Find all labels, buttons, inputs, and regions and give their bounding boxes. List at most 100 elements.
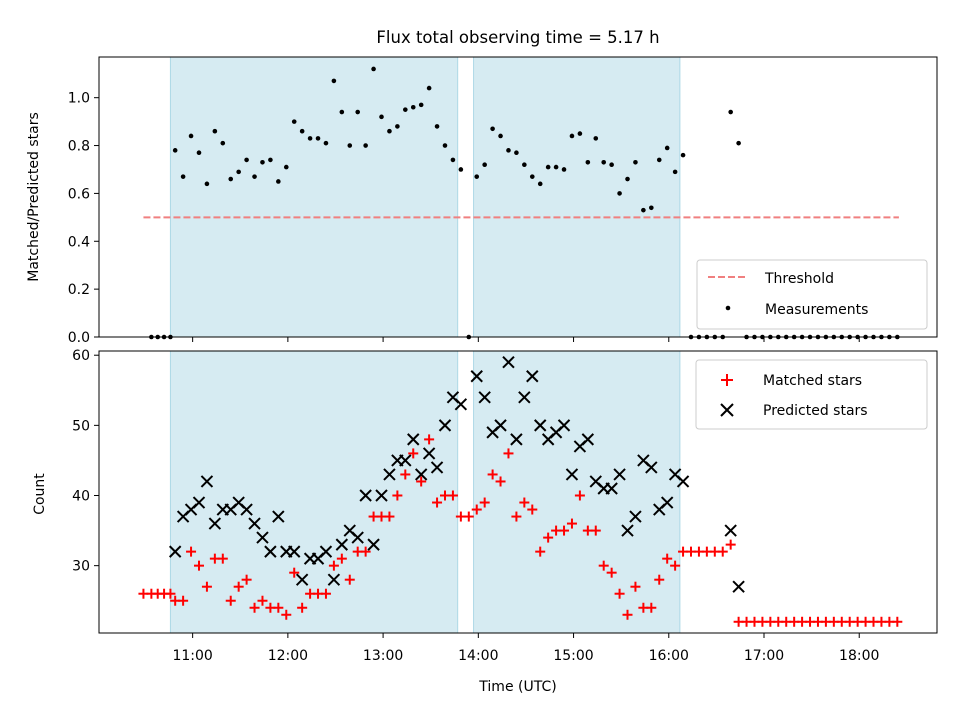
top-x-ticks bbox=[192, 337, 860, 342]
matched-star-point bbox=[424, 434, 435, 445]
legend-measurements-swatch bbox=[725, 305, 731, 311]
measurement-point bbox=[212, 128, 218, 134]
bottom-legend: Matched stars Predicted stars bbox=[695, 359, 928, 430]
y-tick-label: 0.4 bbox=[68, 234, 90, 250]
measurement-point bbox=[236, 169, 241, 175]
matched-star-point bbox=[662, 553, 673, 564]
predicted-star-point bbox=[399, 454, 412, 467]
matched-star-point bbox=[559, 525, 570, 536]
measurement-point bbox=[537, 181, 543, 187]
predicted-star-point bbox=[430, 461, 444, 474]
matched-star-point bbox=[225, 595, 236, 606]
measurement-point bbox=[498, 133, 503, 139]
observing-window-1 bbox=[169, 350, 459, 634]
matched-star-point bbox=[566, 518, 577, 529]
measurement-point bbox=[371, 66, 376, 72]
measurement-point bbox=[418, 102, 424, 108]
measurement-point bbox=[403, 107, 408, 112]
matched-star-point bbox=[471, 504, 482, 515]
matched-star-point bbox=[479, 497, 490, 508]
measurement-point bbox=[728, 109, 733, 115]
measurement-point bbox=[307, 136, 313, 141]
y-tick-label: 0.8 bbox=[68, 139, 90, 155]
measurement-point bbox=[347, 143, 353, 148]
measurement-point bbox=[514, 150, 519, 156]
predicted-star-point bbox=[414, 468, 428, 481]
predicted-star-point bbox=[375, 489, 388, 502]
predicted-star-point bbox=[264, 545, 277, 558]
matched-star-point bbox=[630, 581, 641, 592]
matched-star-point bbox=[487, 469, 498, 480]
predicted-star-point bbox=[192, 496, 206, 509]
matched-star-point bbox=[463, 511, 474, 522]
matched-star-point bbox=[328, 560, 339, 571]
predicted-star-point bbox=[557, 419, 571, 432]
bottom-plot-frame bbox=[98, 350, 938, 634]
matched-star-point bbox=[646, 602, 657, 613]
measurement-point bbox=[315, 136, 321, 141]
x-tick-label: 15:00 bbox=[553, 648, 593, 664]
measurement-point bbox=[283, 164, 289, 170]
measurement-point bbox=[268, 157, 273, 163]
legend-matched-label: Matched stars bbox=[763, 373, 862, 389]
measurement-point bbox=[204, 181, 210, 187]
matched-star-point bbox=[416, 476, 427, 487]
measurement-point bbox=[252, 174, 257, 179]
x-tick-label: 16:00 bbox=[649, 648, 689, 664]
predicted-star-point bbox=[422, 447, 436, 460]
measurement-points bbox=[149, 66, 900, 340]
top-y-axis-label: Matched/Predicted stars bbox=[26, 112, 42, 282]
predicted-star-point bbox=[454, 398, 468, 411]
legend-predicted-swatch bbox=[720, 403, 734, 417]
matched-star-points bbox=[138, 434, 903, 627]
measurement-point bbox=[482, 162, 487, 167]
matched-star-point bbox=[186, 546, 197, 557]
measurement-point bbox=[387, 128, 392, 134]
matched-star-point bbox=[392, 490, 403, 501]
x-tick-label: 14:00 bbox=[458, 648, 498, 664]
measurement-point bbox=[172, 148, 178, 153]
measurement-point bbox=[490, 126, 495, 132]
measurement-point bbox=[649, 205, 654, 211]
measurement-point bbox=[736, 140, 741, 146]
matched-star-point bbox=[614, 588, 625, 599]
predicted-star-point bbox=[660, 496, 674, 509]
bottom-y-axis: 30 40 50 60 bbox=[72, 348, 99, 575]
measurement-point bbox=[593, 136, 599, 141]
y-tick-label: 60 bbox=[72, 348, 90, 364]
matched-star-point bbox=[590, 525, 601, 536]
predicted-star-point bbox=[351, 531, 364, 544]
measurement-point bbox=[220, 140, 226, 146]
x-tick-label: 12:00 bbox=[268, 648, 308, 664]
predicted-star-point bbox=[470, 370, 483, 383]
predicted-star-point bbox=[645, 461, 658, 474]
predicted-star-point bbox=[526, 370, 539, 383]
measurement-point bbox=[625, 176, 630, 182]
measurement-point bbox=[585, 159, 591, 165]
predicted-star-points bbox=[168, 356, 745, 593]
predicted-star-point bbox=[240, 503, 253, 516]
measurement-point bbox=[450, 157, 456, 163]
measurement-point bbox=[228, 176, 234, 182]
measurement-point bbox=[601, 159, 607, 165]
y-tick-label: 0.2 bbox=[68, 282, 90, 298]
measurement-point bbox=[672, 169, 678, 175]
matched-star-point bbox=[574, 490, 585, 501]
matched-star-point bbox=[408, 448, 419, 459]
predicted-star-point bbox=[359, 489, 372, 502]
measurement-point bbox=[474, 174, 480, 179]
matched-star-point bbox=[257, 595, 268, 606]
predicted-star-point bbox=[248, 517, 261, 530]
y-tick-label: 1.0 bbox=[68, 91, 90, 107]
matched-star-point bbox=[217, 553, 228, 564]
measurement-point bbox=[339, 109, 345, 115]
predicted-star-point bbox=[256, 531, 269, 544]
measurement-point bbox=[276, 179, 281, 184]
measurement-point bbox=[331, 78, 337, 84]
measurement-point bbox=[379, 114, 384, 120]
predicted-star-point bbox=[367, 538, 380, 551]
predicted-star-point bbox=[605, 482, 618, 495]
predicted-star-point bbox=[629, 510, 642, 523]
